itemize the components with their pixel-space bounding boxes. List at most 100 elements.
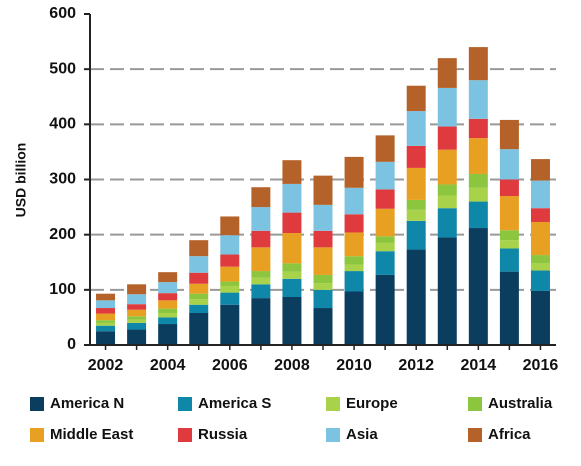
bar-segment bbox=[282, 183, 302, 213]
bar-segment bbox=[127, 316, 147, 320]
bar-segment bbox=[96, 331, 116, 345]
bar-segment bbox=[158, 300, 178, 309]
bar-segment bbox=[158, 293, 178, 301]
bar-segment bbox=[375, 189, 395, 209]
bar-segment bbox=[251, 277, 271, 285]
y-tick-label: 0 bbox=[67, 336, 76, 353]
bar-segment bbox=[282, 233, 302, 264]
bar-segment bbox=[375, 236, 395, 243]
bar-segment bbox=[96, 313, 116, 321]
y-tick-label: 300 bbox=[49, 171, 76, 188]
bar-segment bbox=[158, 313, 178, 318]
y-axis-label: USD billion bbox=[13, 143, 29, 218]
bar-segment bbox=[406, 209, 426, 221]
legend-swatch bbox=[30, 397, 44, 411]
legend-swatch bbox=[468, 428, 482, 442]
bar-segment bbox=[189, 293, 209, 300]
bar-segment bbox=[375, 135, 395, 162]
bar-segment bbox=[96, 322, 116, 326]
bar-segment bbox=[251, 271, 271, 278]
x-tick-label: 2008 bbox=[274, 357, 310, 374]
bar-segment bbox=[251, 298, 271, 345]
legend-label: Asia bbox=[346, 426, 378, 443]
bar-segment bbox=[313, 289, 333, 309]
x-tick-label: 2006 bbox=[212, 357, 248, 374]
bar-segment bbox=[437, 237, 457, 345]
legend-label: Africa bbox=[488, 426, 531, 443]
legend: America N America S Europe Australia Middle … bbox=[30, 395, 553, 443]
bar-segment bbox=[530, 263, 550, 271]
bar-segment bbox=[189, 313, 209, 345]
bar-segment bbox=[127, 294, 147, 305]
bar-segment bbox=[375, 251, 395, 275]
bar-segment bbox=[158, 324, 178, 345]
bar-segment bbox=[127, 322, 147, 330]
y-tick-label: 400 bbox=[49, 116, 76, 133]
bar-segment bbox=[406, 85, 426, 112]
bar-segment bbox=[406, 111, 426, 146]
bar-segment bbox=[499, 179, 519, 197]
bar-segment bbox=[499, 149, 519, 180]
bar-segment bbox=[406, 145, 426, 168]
bar-segment bbox=[282, 297, 302, 345]
bar-segment bbox=[468, 118, 488, 139]
bar-segment bbox=[437, 149, 457, 185]
bar-segment bbox=[251, 284, 271, 299]
bar-segment bbox=[127, 304, 147, 310]
bar-segment bbox=[220, 281, 240, 286]
bar-segment bbox=[313, 247, 333, 275]
legend-label: Middle East bbox=[50, 426, 133, 443]
bar-segment bbox=[282, 278, 302, 298]
bar-segment bbox=[282, 160, 302, 184]
bar-segment bbox=[96, 320, 116, 323]
bar-segment bbox=[220, 304, 240, 345]
bar-segment bbox=[468, 173, 488, 188]
bar-segment bbox=[313, 230, 333, 248]
bar-segment bbox=[220, 254, 240, 267]
bar-segment bbox=[158, 272, 178, 283]
bar-segment bbox=[437, 195, 457, 209]
bar-segment bbox=[530, 159, 550, 181]
bar-segment bbox=[499, 230, 519, 241]
bar-segment bbox=[251, 247, 271, 272]
bar-segment bbox=[158, 317, 178, 325]
bar-segment bbox=[468, 187, 488, 202]
legend-label: America N bbox=[50, 395, 124, 412]
x-tick-label: 2012 bbox=[398, 357, 434, 374]
bar-segment bbox=[220, 235, 240, 255]
bar-segment bbox=[406, 167, 426, 200]
bar-segment bbox=[220, 266, 240, 282]
bar-segment bbox=[468, 228, 488, 345]
legend-swatch bbox=[30, 428, 44, 442]
x-tick-label: 2002 bbox=[88, 357, 124, 374]
legend-swatch bbox=[178, 397, 192, 411]
legend-label: Australia bbox=[488, 395, 553, 412]
bar-segment bbox=[437, 208, 457, 238]
bar-segment bbox=[313, 274, 333, 284]
y-tick-label: 200 bbox=[49, 226, 76, 243]
bar-segment bbox=[344, 256, 364, 265]
bar-segment bbox=[96, 300, 116, 309]
legend-label: Russia bbox=[198, 426, 248, 443]
bar-segment bbox=[499, 271, 519, 345]
x-tick-label: 2016 bbox=[523, 357, 559, 374]
bar-segment bbox=[437, 126, 457, 150]
bar-segment bbox=[406, 199, 426, 210]
bar-segment bbox=[530, 221, 550, 256]
bar-segment bbox=[468, 138, 488, 174]
bar-segment bbox=[530, 270, 550, 291]
bar-segment bbox=[468, 80, 488, 119]
legend-swatch bbox=[468, 397, 482, 411]
bar-segment bbox=[344, 187, 364, 215]
bar-segment bbox=[96, 308, 116, 314]
bar-segment bbox=[251, 207, 271, 231]
bar-segment bbox=[127, 284, 147, 295]
legend-swatch bbox=[326, 428, 340, 442]
bar-segment bbox=[158, 282, 178, 294]
bar-segment bbox=[375, 242, 395, 252]
bar-segment bbox=[189, 299, 209, 305]
bar-segment bbox=[530, 290, 550, 345]
bar-segment bbox=[220, 216, 240, 236]
bar-segment bbox=[313, 175, 333, 205]
legend-swatch bbox=[178, 428, 192, 442]
